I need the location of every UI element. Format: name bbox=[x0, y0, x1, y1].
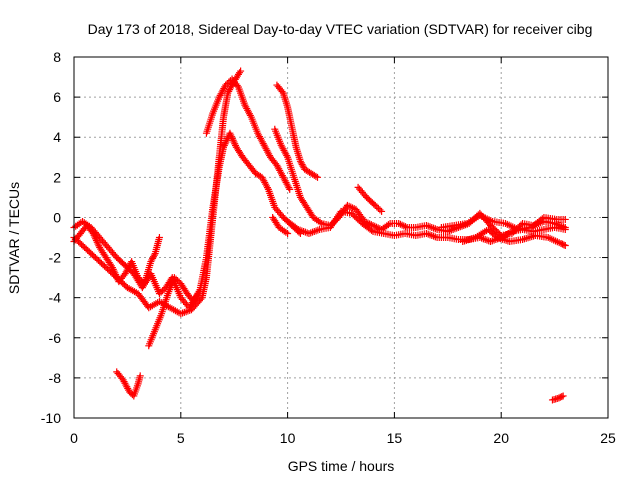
x-tick-label: 15 bbox=[387, 430, 403, 446]
data-point bbox=[284, 229, 292, 237]
tick-labels: 0 5 10 15 20 25 -10 -8 -6 -4 -2 0 2 4 6 8 bbox=[41, 49, 616, 446]
data-point bbox=[373, 203, 381, 211]
data-point bbox=[372, 223, 380, 231]
data-point bbox=[170, 274, 178, 282]
chart-title: Day 173 of 2018, Sidereal Day-to-day VTE… bbox=[88, 21, 593, 37]
y-tick-label: 6 bbox=[53, 89, 61, 105]
data-point bbox=[263, 184, 271, 192]
plot-frame bbox=[73, 56, 609, 419]
y-axis-label: SDTVAR / TECUs bbox=[6, 182, 22, 294]
data-point bbox=[316, 218, 324, 226]
data-point bbox=[345, 202, 353, 210]
data-point bbox=[561, 225, 569, 233]
series-track-g bbox=[271, 125, 569, 239]
data-point bbox=[378, 207, 386, 215]
data-point bbox=[347, 203, 355, 211]
data-point bbox=[283, 152, 291, 160]
x-tick-label: 20 bbox=[493, 430, 509, 446]
data-point bbox=[157, 288, 165, 296]
data-point bbox=[398, 221, 406, 229]
y-tick-label: -6 bbox=[49, 330, 62, 346]
series-track-f bbox=[273, 81, 322, 181]
data-point bbox=[400, 222, 408, 230]
data-point bbox=[282, 228, 290, 236]
data-point bbox=[286, 185, 294, 193]
data-point bbox=[174, 277, 182, 285]
data-point bbox=[561, 242, 569, 250]
data-point bbox=[223, 80, 231, 88]
data-point bbox=[538, 215, 546, 223]
data-point bbox=[558, 393, 566, 401]
data-point bbox=[299, 162, 307, 170]
data-point bbox=[148, 256, 156, 264]
data-point bbox=[155, 234, 163, 241]
y-tick-label: 2 bbox=[53, 169, 61, 185]
data-point bbox=[278, 87, 286, 95]
data-point bbox=[368, 226, 376, 234]
y-tick-label: -10 bbox=[41, 410, 61, 426]
data-point bbox=[559, 392, 567, 400]
data-point bbox=[155, 290, 163, 298]
y-tick-label: -2 bbox=[49, 250, 62, 266]
data-point bbox=[237, 67, 245, 75]
data-point bbox=[137, 277, 145, 285]
data-point bbox=[343, 201, 351, 209]
data-point bbox=[197, 295, 205, 303]
series-track-e bbox=[202, 75, 294, 193]
data-point bbox=[371, 201, 379, 209]
data-point bbox=[297, 159, 305, 167]
data-point bbox=[172, 275, 180, 283]
x-axis-label: GPS time / hours bbox=[288, 458, 395, 474]
data-point bbox=[369, 221, 377, 229]
data-point bbox=[147, 258, 155, 266]
data-points bbox=[70, 67, 569, 404]
series-track-j bbox=[459, 225, 569, 250]
data-point bbox=[149, 254, 157, 262]
data-point bbox=[296, 157, 304, 165]
data-point bbox=[134, 274, 142, 282]
data-point bbox=[246, 111, 254, 119]
y-tick-label: -4 bbox=[49, 290, 62, 306]
y-tick-label: 8 bbox=[53, 49, 61, 65]
data-point bbox=[136, 372, 144, 380]
data-point bbox=[233, 81, 241, 89]
data-point bbox=[396, 220, 404, 228]
data-point bbox=[374, 204, 382, 212]
data-point bbox=[136, 275, 144, 283]
data-point bbox=[517, 221, 525, 229]
series-track-l bbox=[269, 213, 292, 237]
series-track-i bbox=[437, 211, 569, 233]
data-point bbox=[312, 172, 320, 180]
y-tick-label: 0 bbox=[53, 209, 61, 225]
data-point bbox=[195, 287, 203, 295]
x-tick-label: 25 bbox=[600, 430, 616, 446]
data-point bbox=[561, 215, 569, 223]
series-track-m bbox=[113, 368, 144, 400]
series-track-n bbox=[548, 392, 567, 404]
series-track-d bbox=[145, 129, 304, 350]
series-track-c bbox=[70, 221, 163, 288]
data-point bbox=[395, 219, 403, 227]
y-tick-label: -8 bbox=[49, 370, 62, 386]
data-point bbox=[376, 206, 384, 214]
data-point bbox=[349, 204, 357, 212]
data-point bbox=[222, 81, 230, 89]
data-point bbox=[560, 241, 568, 249]
y-tick-label: 4 bbox=[53, 129, 61, 145]
data-point bbox=[159, 287, 167, 295]
grid bbox=[74, 57, 608, 418]
series-track-k bbox=[354, 183, 386, 215]
data-point bbox=[236, 69, 244, 77]
data-point bbox=[150, 251, 158, 259]
data-point bbox=[298, 160, 306, 168]
x-tick-label: 0 bbox=[70, 430, 78, 446]
x-tick-label: 10 bbox=[280, 430, 296, 446]
data-point bbox=[384, 221, 392, 229]
data-point bbox=[149, 253, 157, 261]
data-point bbox=[402, 223, 410, 231]
data-point bbox=[314, 173, 322, 181]
data-point bbox=[285, 184, 293, 192]
x-tick-label: 5 bbox=[177, 430, 185, 446]
